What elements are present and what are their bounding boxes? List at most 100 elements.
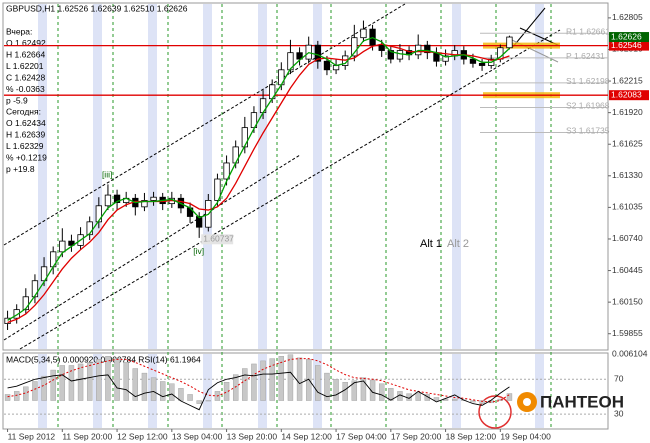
candle-body bbox=[296, 52, 303, 60]
info-line: L 1.62329 bbox=[6, 141, 44, 151]
logo-text: ПАНТЕОН bbox=[540, 392, 624, 411]
x-tick-label: 19 Sep 04:00 bbox=[500, 431, 551, 441]
macd-bar bbox=[178, 388, 184, 401]
macd-bar bbox=[287, 354, 294, 401]
macd-bar bbox=[13, 391, 20, 401]
y-tick-label: 1.60445 bbox=[612, 265, 643, 275]
x-tick-label: 14 Sep 12:00 bbox=[281, 431, 332, 441]
macd-bar bbox=[324, 372, 330, 401]
macd-bar bbox=[114, 358, 120, 401]
candle-body bbox=[387, 50, 394, 60]
macd-bar bbox=[369, 379, 376, 401]
macd-tick-label: 0.006104 bbox=[612, 348, 648, 358]
macd-bar bbox=[150, 377, 157, 401]
candle-body bbox=[360, 28, 367, 39]
macd-bar bbox=[251, 363, 257, 401]
current-box bbox=[609, 32, 649, 43]
macd-signal bbox=[7, 358, 510, 403]
macd-bar bbox=[141, 372, 148, 401]
y-tick-label: 1.60150 bbox=[612, 296, 643, 306]
macd-bar bbox=[424, 394, 431, 401]
candle-body bbox=[113, 194, 121, 203]
candle-body bbox=[506, 36, 513, 49]
level-box bbox=[609, 40, 649, 51]
candle-body bbox=[86, 221, 93, 236]
macd-bar bbox=[451, 398, 458, 401]
candle-body bbox=[22, 296, 29, 311]
macd-bar bbox=[169, 383, 175, 401]
macd-bar bbox=[77, 363, 84, 401]
macd-bar bbox=[315, 365, 321, 401]
macd-bar bbox=[360, 377, 367, 401]
macd-bar bbox=[223, 382, 230, 401]
macd-bar bbox=[506, 393, 513, 401]
candle-body bbox=[68, 240, 75, 246]
candle-body bbox=[424, 44, 431, 54]
macd-bar bbox=[105, 356, 111, 401]
candle-body bbox=[13, 309, 20, 319]
pivot-value: 1.61968 bbox=[579, 101, 610, 111]
info-line: O 1.62434 bbox=[6, 118, 46, 128]
macd-bar bbox=[96, 359, 102, 401]
macd-bar bbox=[205, 400, 212, 402]
pivot-label: S1 1.62198 bbox=[566, 76, 610, 86]
annotation: Alt 2 bbox=[447, 238, 469, 250]
candle-body bbox=[323, 60, 331, 71]
rsi-tick-label: 30 bbox=[614, 408, 624, 418]
macd-bar bbox=[378, 383, 385, 401]
logo: ПАНТЕОН bbox=[517, 392, 624, 412]
candle-body bbox=[196, 216, 203, 228]
macd-bar bbox=[32, 381, 38, 401]
pivot-name: S2 bbox=[566, 101, 577, 111]
macd-bar bbox=[278, 356, 285, 401]
x-tick-label: 17 Sep 20:00 bbox=[391, 431, 442, 441]
day-separators bbox=[57, 4, 552, 428]
highlight-circle bbox=[478, 395, 512, 429]
y-tick-label: 1.59855 bbox=[612, 328, 643, 338]
macd-bar bbox=[132, 368, 139, 401]
info-line: p +19.8 bbox=[6, 164, 35, 174]
macd-bar bbox=[187, 394, 193, 401]
rsi-tick-label: 70 bbox=[614, 373, 624, 383]
info-line: O 1.62492 bbox=[6, 38, 46, 48]
macd-bar bbox=[41, 375, 47, 401]
indicator-title: MACD(5,34,5) 0.000920 0.000784 RSI(14) 6… bbox=[6, 354, 201, 364]
ma-fast bbox=[7, 36, 510, 321]
pivot-name: P bbox=[566, 51, 572, 61]
candle-body bbox=[150, 196, 157, 201]
candle-body bbox=[95, 205, 102, 223]
x-tick-label: 12 Sep 12:00 bbox=[117, 431, 168, 441]
pivot-label: P 1.62431 bbox=[566, 51, 605, 61]
macd-bar bbox=[4, 394, 11, 401]
pivot-label: S3 1.61735 bbox=[566, 126, 610, 136]
candle-body bbox=[442, 55, 449, 62]
candle-body bbox=[31, 280, 39, 298]
ma-slow bbox=[7, 43, 510, 324]
macd-bar bbox=[342, 382, 348, 401]
candle-body bbox=[314, 44, 321, 62]
candle-body bbox=[469, 58, 477, 64]
candle-body bbox=[59, 240, 66, 253]
macd-bar bbox=[479, 400, 485, 404]
x-tick-label: 13 Sep 20:00 bbox=[227, 431, 278, 441]
x-tick-label: 11 Sep 2012 bbox=[8, 431, 56, 441]
macd-bar bbox=[50, 369, 56, 401]
macd-bar bbox=[269, 358, 275, 401]
wave-label: [iv] bbox=[193, 246, 204, 256]
macd-bar bbox=[232, 374, 239, 401]
macd-bar bbox=[86, 362, 93, 401]
macd-bar bbox=[196, 400, 202, 404]
annotation: Alt 1 bbox=[420, 238, 442, 250]
info-line: H 1.62639 bbox=[6, 129, 45, 139]
macd-bar bbox=[68, 365, 75, 401]
macd-bar bbox=[123, 362, 129, 401]
info-line: L 1.62201 bbox=[6, 61, 44, 71]
info-line: C 1.62428 bbox=[6, 72, 45, 82]
macd-bar bbox=[415, 392, 421, 401]
y-tick-label: 1.60740 bbox=[612, 233, 643, 243]
macd-bar bbox=[433, 397, 440, 401]
candle-body bbox=[396, 50, 404, 60]
pivot-name: S3 bbox=[566, 126, 577, 136]
x-tick-label: 13 Sep 04:00 bbox=[172, 431, 223, 441]
